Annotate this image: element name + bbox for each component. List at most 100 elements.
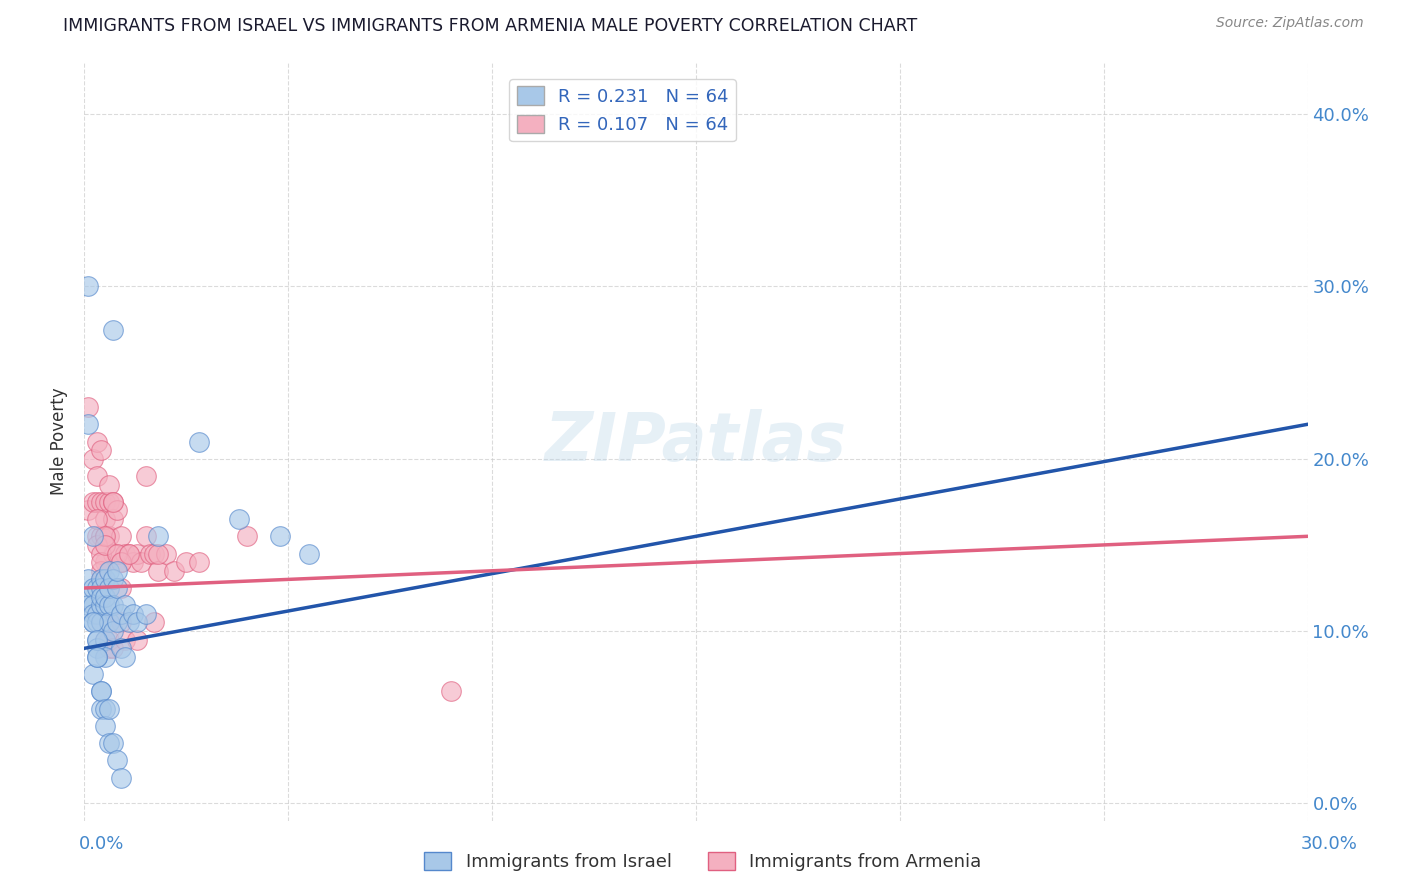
Point bbox=[90, 684, 112, 698]
Point bbox=[135, 529, 157, 543]
Point bbox=[101, 495, 124, 509]
Point bbox=[86, 607, 108, 621]
Point bbox=[101, 736, 124, 750]
Point bbox=[114, 547, 136, 561]
Point bbox=[90, 555, 112, 569]
Point bbox=[82, 495, 104, 509]
Legend: R = 0.231   N = 64, R = 0.107   N = 64: R = 0.231 N = 64, R = 0.107 N = 64 bbox=[509, 79, 735, 141]
Point bbox=[86, 434, 108, 449]
Point bbox=[97, 477, 120, 491]
Point bbox=[269, 529, 291, 543]
Point bbox=[90, 615, 112, 630]
Text: 30.0%: 30.0% bbox=[1301, 835, 1357, 853]
Point bbox=[86, 649, 108, 664]
Point bbox=[93, 649, 115, 664]
Point bbox=[90, 443, 112, 458]
Point bbox=[97, 581, 120, 595]
Point bbox=[86, 632, 108, 647]
Point bbox=[97, 495, 120, 509]
Point bbox=[93, 529, 115, 543]
Point bbox=[93, 495, 115, 509]
Point bbox=[135, 469, 157, 483]
Point bbox=[93, 573, 115, 587]
Point bbox=[90, 701, 112, 715]
Point bbox=[86, 538, 108, 552]
Point bbox=[82, 599, 104, 613]
Point bbox=[122, 555, 145, 569]
Point bbox=[86, 641, 108, 656]
Point bbox=[236, 529, 259, 543]
Text: IMMIGRANTS FROM ISRAEL VS IMMIGRANTS FROM ARMENIA MALE POVERTY CORRELATION CHART: IMMIGRANTS FROM ISRAEL VS IMMIGRANTS FRO… bbox=[63, 17, 918, 35]
Point bbox=[82, 615, 104, 630]
Point bbox=[86, 529, 108, 543]
Point bbox=[187, 555, 209, 569]
Point bbox=[97, 736, 120, 750]
Point bbox=[93, 555, 115, 569]
Point bbox=[101, 599, 124, 613]
Point bbox=[110, 529, 132, 543]
Point bbox=[105, 564, 128, 578]
Point bbox=[228, 512, 250, 526]
Point bbox=[97, 701, 120, 715]
Point bbox=[187, 434, 209, 449]
Point bbox=[90, 495, 112, 509]
Point bbox=[105, 753, 128, 767]
Text: ZIPatlas: ZIPatlas bbox=[546, 409, 846, 475]
Point bbox=[105, 547, 128, 561]
Point bbox=[127, 615, 149, 630]
Point bbox=[93, 590, 115, 604]
Point bbox=[90, 684, 112, 698]
Point bbox=[101, 322, 124, 336]
Point bbox=[97, 529, 120, 543]
Point bbox=[97, 615, 120, 630]
Point bbox=[138, 547, 160, 561]
Point bbox=[110, 581, 132, 595]
Point bbox=[105, 615, 128, 630]
Point bbox=[90, 529, 112, 543]
Point bbox=[86, 495, 108, 509]
Point bbox=[93, 632, 115, 647]
Point bbox=[105, 547, 128, 561]
Point bbox=[146, 529, 169, 543]
Point bbox=[142, 615, 165, 630]
Point bbox=[97, 641, 120, 656]
Point bbox=[122, 607, 145, 621]
Point bbox=[77, 590, 100, 604]
Point bbox=[118, 615, 141, 630]
Point bbox=[86, 632, 108, 647]
Legend: Immigrants from Israel, Immigrants from Armenia: Immigrants from Israel, Immigrants from … bbox=[418, 845, 988, 879]
Point bbox=[93, 538, 115, 552]
Point bbox=[155, 547, 177, 561]
Point bbox=[118, 547, 141, 561]
Point bbox=[90, 564, 112, 578]
Point bbox=[163, 564, 186, 578]
Point bbox=[82, 451, 104, 466]
Point bbox=[86, 581, 108, 595]
Point bbox=[105, 581, 128, 595]
Point bbox=[86, 469, 108, 483]
Point bbox=[77, 279, 100, 293]
Point bbox=[86, 649, 108, 664]
Point bbox=[127, 632, 149, 647]
Point bbox=[105, 503, 128, 517]
Point bbox=[77, 400, 100, 414]
Point bbox=[82, 529, 104, 543]
Point bbox=[90, 590, 112, 604]
Point bbox=[82, 607, 104, 621]
Point bbox=[146, 547, 169, 561]
Point bbox=[110, 555, 132, 569]
Point bbox=[77, 599, 100, 613]
Point bbox=[86, 615, 108, 630]
Point bbox=[97, 632, 120, 647]
Point bbox=[97, 599, 120, 613]
Point bbox=[110, 771, 132, 785]
Point bbox=[97, 564, 120, 578]
Point bbox=[114, 649, 136, 664]
Y-axis label: Male Poverty: Male Poverty bbox=[51, 388, 69, 495]
Point bbox=[101, 573, 124, 587]
Point bbox=[101, 495, 124, 509]
Point bbox=[101, 641, 124, 656]
Point bbox=[135, 607, 157, 621]
Point bbox=[101, 547, 124, 561]
Point bbox=[93, 512, 115, 526]
